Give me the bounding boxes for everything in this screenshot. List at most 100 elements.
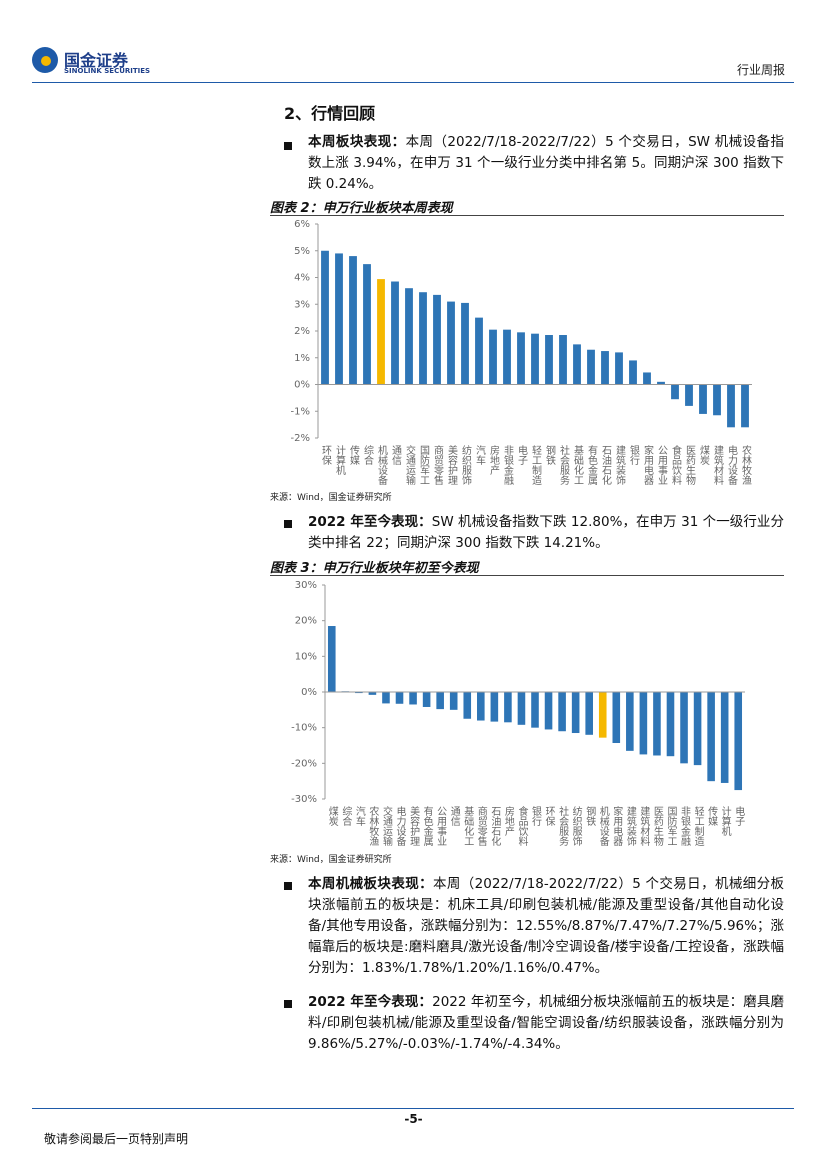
x-tick-label: 电力设备 — [726, 444, 738, 486]
x-tick-label: 农林牧渔 — [367, 805, 379, 847]
y-tick-label: -10% — [291, 723, 317, 734]
bar — [680, 692, 688, 764]
x-tick-label: 计算机 — [334, 444, 346, 476]
bar — [355, 692, 363, 694]
bar — [503, 329, 511, 385]
bar — [409, 692, 417, 705]
bar — [685, 384, 693, 406]
x-tick-label: 国防军工 — [418, 445, 430, 485]
x-tick-label: 石油石化 — [489, 806, 501, 846]
y-tick-label: -2% — [291, 433, 310, 444]
x-tick-label: 轻工制造 — [530, 444, 542, 485]
bar — [734, 692, 743, 791]
bar — [335, 253, 343, 385]
y-tick-label: 20% — [295, 616, 317, 627]
x-tick-label: 煤炭 — [698, 444, 710, 466]
x-tick-label: 煤炭 — [326, 805, 338, 827]
x-tick-label: 建筑装饰 — [614, 444, 626, 486]
paragraph-lead: 本周板块表现： — [308, 134, 406, 150]
y-tick-label: -1% — [291, 406, 310, 417]
bar — [477, 692, 485, 721]
bar — [598, 692, 607, 738]
x-tick-label: 纺织服饰 — [460, 444, 472, 486]
x-tick-label: 汽车 — [353, 805, 365, 827]
bar — [571, 692, 580, 734]
x-tick-label: 通信 — [390, 445, 402, 466]
x-tick-label: 银行 — [530, 805, 542, 827]
bar — [657, 381, 665, 385]
bar — [395, 692, 404, 704]
bar — [587, 349, 595, 385]
x-tick-label: 环保 — [543, 806, 555, 827]
bar — [558, 692, 566, 732]
paragraph: 2022 年至今表现：SW 机械设备指数下跌 12.80%，在申万 31 个一级… — [308, 512, 784, 554]
section-title: 2、行情回顾 — [284, 104, 376, 123]
bar — [405, 288, 413, 385]
x-tick-label: 医药生物 — [684, 445, 696, 486]
bar — [615, 352, 623, 385]
x-tick-label: 建筑装饰 — [624, 805, 636, 847]
bar — [720, 692, 729, 783]
paragraph-lead: 2022 年至今表现： — [308, 994, 433, 1010]
bar — [666, 692, 675, 757]
bar — [531, 692, 539, 728]
x-tick-label: 电力设备 — [394, 805, 406, 847]
bar — [419, 292, 427, 385]
bar — [629, 360, 637, 385]
paragraph-text: 本周（2022/7/18-2022/7/22）5 个交易日，机械细分板块涨幅前五… — [308, 876, 785, 976]
x-tick-label: 房地产 — [502, 805, 514, 837]
x-tick-label: 国防军工 — [665, 806, 677, 846]
bar — [653, 692, 661, 756]
bar — [517, 692, 526, 725]
x-tick-label: 商贸零售 — [475, 805, 487, 847]
bar — [693, 692, 702, 766]
x-tick-label: 钢铁 — [584, 805, 596, 827]
x-tick-label: 食品饮料 — [670, 444, 682, 486]
x-tick-label: 非银金融 — [679, 806, 691, 847]
logo-en: SINOLINK SECURITIES — [64, 67, 151, 75]
y-tick-label: -30% — [291, 794, 317, 805]
bar — [504, 692, 512, 723]
bar — [463, 692, 472, 719]
bar — [612, 692, 621, 744]
bar — [531, 333, 539, 385]
x-tick-label: 基础化工 — [572, 444, 584, 485]
x-tick-label: 有色金属 — [586, 444, 598, 486]
figure-title: 图表 2：申万行业板块本周表现 — [270, 197, 784, 216]
y-tick-label: 4% — [294, 273, 310, 284]
bar — [573, 344, 581, 385]
paragraph: 本周机械板块表现：本周（2022/7/18-2022/7/22）5 个交易日，机… — [308, 874, 784, 979]
paragraph-text: 本周（2022/7/18-2022/7/22）5 个交易日，SW 机械设备指数上… — [308, 134, 785, 192]
x-tick-label: 农林牧渔 — [740, 444, 752, 486]
bar — [489, 329, 497, 385]
chart: -2% -1% 0% 1% 2% 3% 4% 5% 6% 环保 计算机 传媒 综合 机械设备 通信 交通运输国… — [291, 219, 752, 486]
bar — [368, 692, 377, 695]
x-tick-label: 家用电器 — [642, 444, 654, 486]
x-tick-label: 电子 — [733, 805, 745, 826]
x-tick-label: 美容护理 — [446, 444, 458, 485]
x-tick-label: 钢铁 — [544, 444, 556, 466]
bar — [377, 279, 385, 385]
figure-source: 来源：Wind，国金证券研究所 — [270, 855, 392, 865]
figure-title: 图表 3：申万行业板块年初至今表现 — [270, 557, 784, 576]
bar — [671, 384, 679, 400]
x-tick-label: 汽车 — [474, 444, 486, 466]
bar — [490, 692, 499, 722]
bar — [544, 692, 553, 730]
paragraph-lead: 2022 年至今表现： — [308, 514, 432, 530]
y-tick-label: 0% — [294, 380, 310, 391]
x-tick-label: 有色金属 — [421, 805, 433, 847]
chart: -30% -20% -10% 0% 10% 20% 30% 煤炭 综合 汽车 农林牧渔 交通运输 电力设… — [291, 580, 745, 847]
bar — [517, 332, 525, 385]
bar — [707, 692, 715, 782]
figure-source: 来源：Wind，国金证券研究所 — [270, 493, 392, 503]
x-tick-label: 交通运输 — [380, 805, 392, 847]
y-tick-label: 5% — [294, 246, 310, 257]
x-tick-label: 石油石化 — [600, 445, 612, 485]
bar — [461, 302, 469, 385]
x-tick-label: 食品饮料 — [516, 805, 528, 847]
x-tick-label: 建筑材料 — [712, 444, 724, 486]
x-tick-label: 公用事业 — [435, 806, 447, 846]
x-tick-label: 传媒 — [706, 806, 718, 827]
x-tick-label: 综合 — [362, 444, 374, 466]
